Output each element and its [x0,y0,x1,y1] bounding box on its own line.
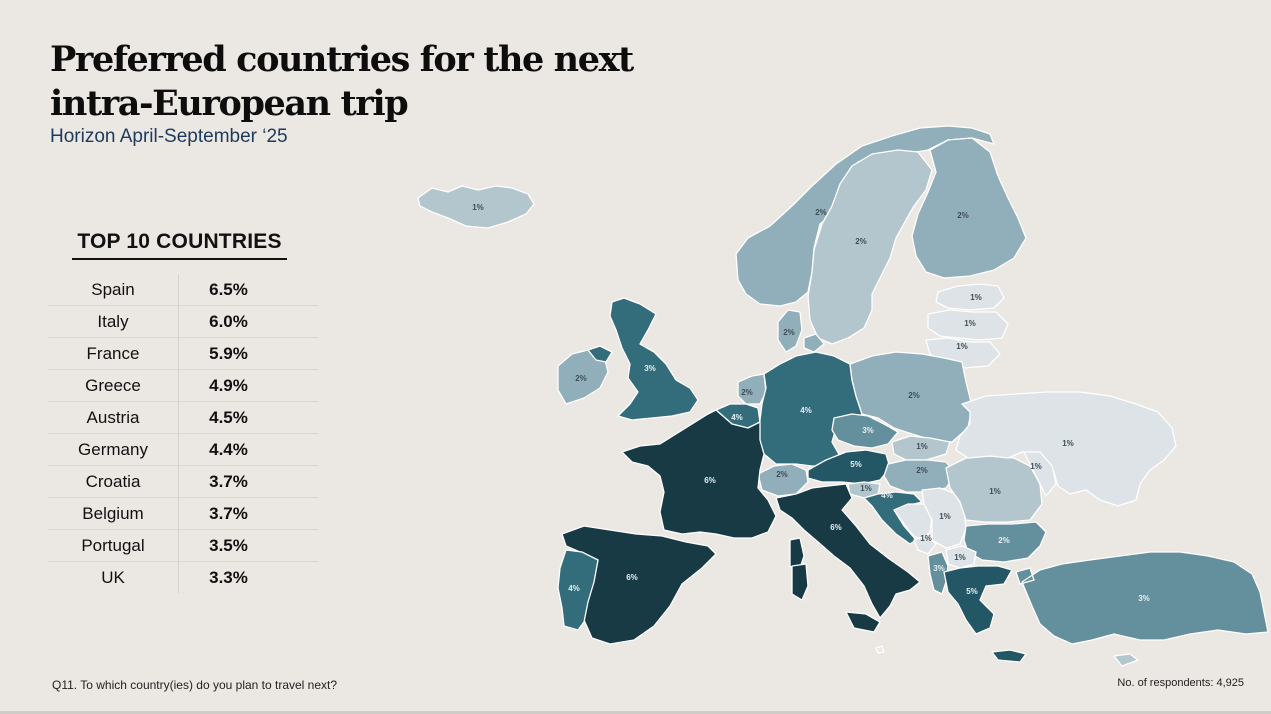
country-name: Greece [48,369,179,402]
country-share: 6.5% [178,274,318,306]
country-north-macedonia [945,545,977,569]
country-name: UK [48,561,179,593]
country-share: 3.3% [209,567,248,587]
map-label-norway: 2% [815,208,827,217]
country-ukraine [955,391,1177,507]
map-label-latvia: 1% [964,319,976,328]
country-finland [911,137,1027,279]
country-cyprus [1113,653,1139,667]
country-share: 3.7% [178,465,318,498]
map-label-slovenia: 1% [860,484,872,493]
map-label-serbia: 1% [939,512,951,521]
country-italy [775,483,921,633]
country-name: Italy [48,305,179,338]
country-montenegro [913,535,937,555]
map-label-estonia: 1% [970,293,982,302]
map-label-bulgaria: 2% [998,536,1010,545]
country-name: Spain [48,274,179,306]
map-label-italy: 6% [830,523,842,532]
map-label-germany: 4% [800,406,812,415]
top10-table: Spain 6.5% Italy 6.0% France 5.9% Greece 4.9… [48,274,318,593]
map-label-sweden: 2% [855,237,867,246]
map-label-netherlands: 2% [741,388,753,397]
map-label-finland: 2% [957,211,969,220]
map-label-albania: 3% [933,564,945,573]
country-name: France [48,337,179,370]
map-label-austria: 5% [850,460,862,469]
country-albania [927,551,949,595]
country-latvia [927,309,1009,341]
country-iceland [417,185,535,229]
table-row: Spain 6.5% [48,274,318,306]
country-share: 3.5% [178,529,318,562]
table-row: France 5.9% [48,337,318,370]
country-portugal [557,549,599,631]
table-row: Germany 4.4% [48,433,318,466]
map-label-france: 6% [704,476,716,485]
table-row: Austria 4.5% [48,401,318,434]
country-ireland [557,349,609,405]
country-uk [609,297,699,421]
respondents-count: No. of respondents: 4,925 [1117,677,1244,689]
country-serbia [921,487,967,549]
country-name: Belgium [48,497,179,530]
map-label-hungary: 2% [916,466,928,475]
top10-heading: TOP 10 COUNTRIES [72,230,287,260]
country-share: 5.9% [178,337,318,370]
country-estonia [935,283,1005,311]
map-label-slovakia: 1% [916,442,928,451]
country-czechia [831,413,899,449]
map-label-denmark: 2% [783,328,795,337]
country-share: 4.4% [178,433,318,466]
table-row: Italy 6.0% [48,305,318,338]
country-denmark [777,309,825,353]
map-label-romania: 1% [989,487,1001,496]
country-name: Croatia [48,465,179,498]
map-label-croatia: 4% [881,491,893,500]
table-row: Croatia 3.7% [48,465,318,498]
country-share: 4.9% [178,369,318,402]
country-turkey [1015,551,1269,645]
country-slovakia [891,435,951,461]
table-row: UK 3.3% [48,561,318,593]
map-label-switzerland: 2% [776,470,788,479]
bottom-rule [0,711,1271,714]
map-label-lithuania: 1% [956,342,968,351]
table-row: Portugal 3.5% [48,529,318,562]
page-subtitle: Horizon April-September ‘25 [50,126,288,147]
map-label-poland: 2% [908,391,920,400]
country-name: Austria [48,401,179,434]
map-label-portugal: 4% [568,584,580,593]
country-switzerland [757,463,809,497]
country-bosnia [893,503,933,541]
country-share: 6.0% [178,305,318,338]
country-greece [943,565,1027,663]
page-title: Preferred countries for the next intra-E… [50,39,634,124]
table-row: Belgium 3.7% [48,497,318,530]
map-label-ukraine: 1% [1062,439,1074,448]
table-row: Greece 4.9% [48,369,318,402]
map-label-uk: 3% [644,364,656,373]
map-label-moldova: 1% [1030,462,1042,471]
country-name: Germany [48,433,179,466]
country-malta [875,645,885,654]
survey-question-footnote: Q11. To which country(ies) do you plan t… [52,678,338,692]
country-uk-northern-ireland [587,345,613,363]
country-share: 4.5% [178,401,318,434]
map-label-spain: 6% [626,573,638,582]
map-label-bosnia: 1% [920,534,932,543]
country-share: 3.7% [178,497,318,530]
map-label-iceland: 1% [472,203,484,212]
map-label-north-macedonia: 1% [954,553,966,562]
map-label-turkey: 3% [1138,594,1150,603]
map-label-greece: 5% [966,587,978,596]
country-name: Portugal [48,529,179,562]
map-label-ireland: 2% [575,374,587,383]
map-label-belgium: 4% [731,413,743,422]
map-label-czechia: 3% [862,426,874,435]
country-hungary [883,459,957,493]
